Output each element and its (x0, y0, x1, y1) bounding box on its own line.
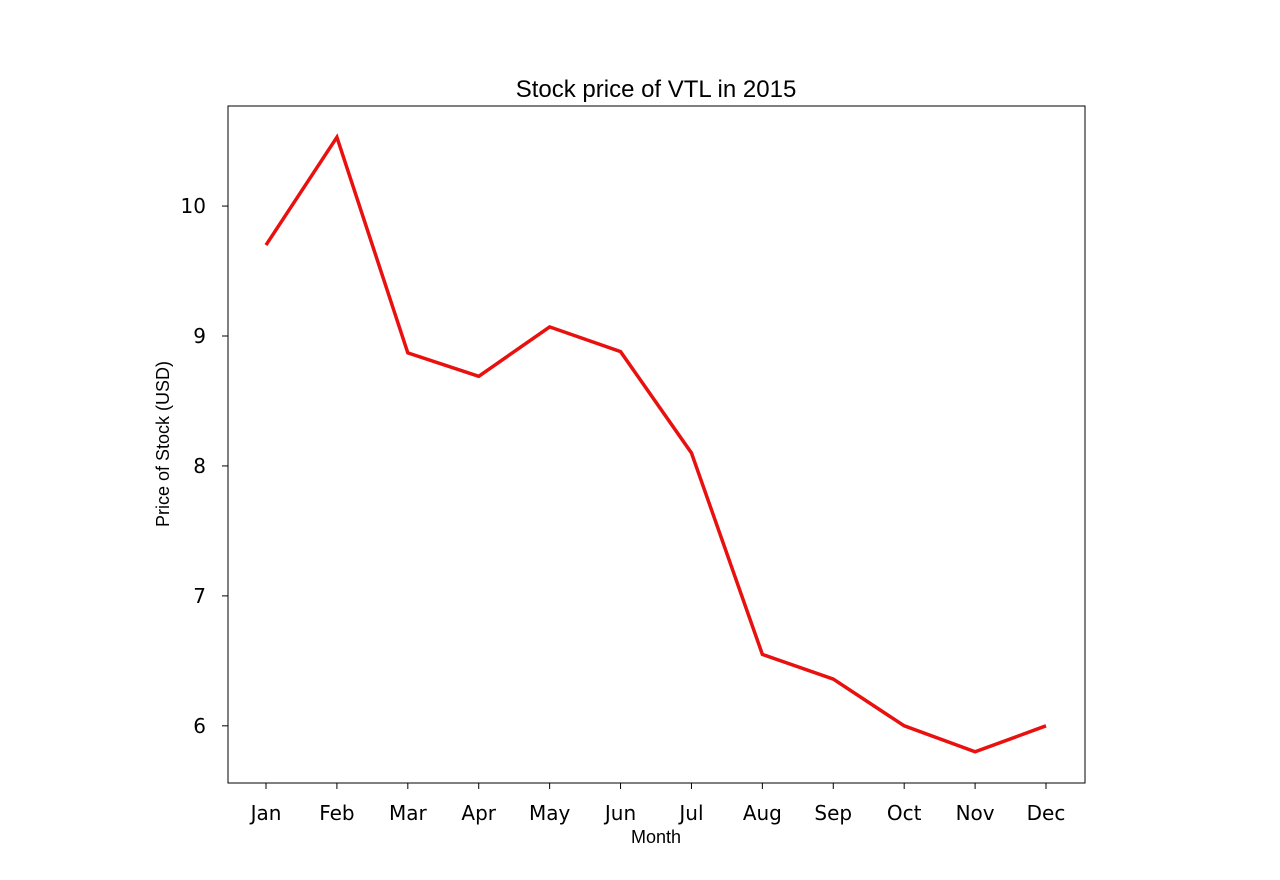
x-tick-label: Apr (461, 801, 496, 825)
chart-title: Stock price of VTL in 2015 (516, 76, 797, 103)
y-axis: 6 7 8 9 10 (181, 194, 228, 738)
y-axis-label: Price of Stock (USD) (153, 361, 173, 527)
x-tick-label: Jan (249, 801, 282, 825)
y-tick-label: 8 (193, 454, 206, 478)
x-tick-label: Nov (956, 801, 995, 825)
x-tick-label: Mar (389, 801, 428, 825)
x-tick-label: Aug (743, 801, 782, 825)
series-line (264, 133, 1047, 754)
y-tick-label: 7 (193, 584, 206, 608)
x-tick-label: May (529, 801, 571, 825)
x-tick-label: Sep (814, 801, 852, 825)
x-tick-label: Jun (603, 801, 636, 825)
x-axis: Jan Feb Mar Apr May Jun Jul Aug Sep Oct Nov Dec (249, 783, 1066, 825)
y-tick-label: 6 (193, 714, 206, 738)
x-tick-label: Jul (677, 801, 703, 825)
x-axis-label: Month (631, 827, 681, 847)
x-tick-label: Dec (1027, 801, 1066, 825)
x-tick-label: Feb (319, 801, 354, 825)
series-layer (264, 133, 1047, 754)
plot-frame (227, 105, 1086, 784)
y-tick-label: 10 (181, 194, 206, 218)
x-tick-label: Oct (887, 801, 922, 825)
y-tick-label: 9 (193, 324, 206, 348)
